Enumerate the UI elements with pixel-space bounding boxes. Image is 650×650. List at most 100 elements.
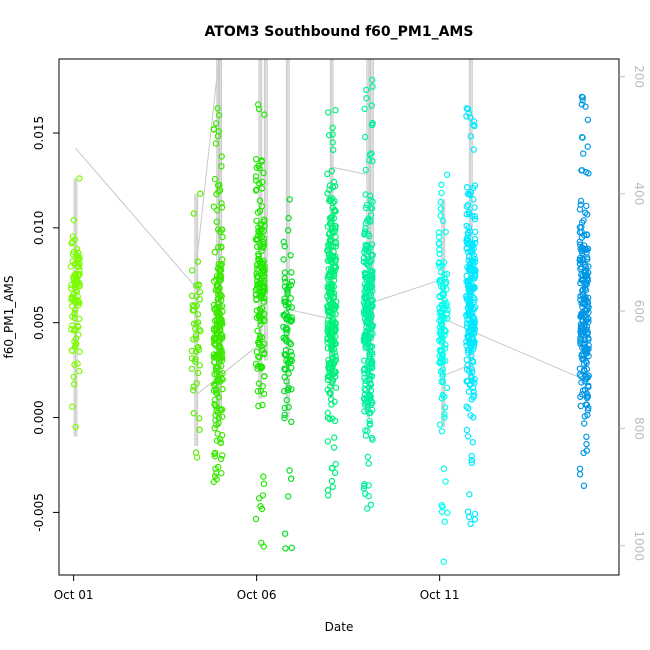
data-point bbox=[580, 150, 587, 157]
data-point bbox=[217, 455, 225, 463]
data-point bbox=[369, 351, 376, 358]
data-point bbox=[192, 348, 200, 355]
data-point bbox=[261, 277, 268, 284]
data-point bbox=[255, 380, 263, 387]
data-point bbox=[435, 233, 443, 241]
data-point bbox=[330, 293, 338, 300]
data-point bbox=[256, 354, 263, 361]
y-tick-label: -0.005 bbox=[32, 493, 46, 532]
data-point bbox=[441, 332, 448, 339]
data-point bbox=[70, 373, 77, 381]
data-point bbox=[369, 296, 376, 303]
data-point bbox=[332, 257, 339, 265]
data-point bbox=[464, 433, 472, 440]
data-point bbox=[324, 302, 332, 310]
data-point bbox=[261, 111, 268, 118]
data-point bbox=[75, 270, 82, 278]
data-point bbox=[367, 364, 374, 371]
data-point bbox=[367, 393, 374, 400]
data-point bbox=[260, 390, 268, 398]
data-point bbox=[463, 356, 470, 363]
data-point bbox=[258, 247, 265, 255]
data-point bbox=[442, 478, 449, 485]
data-point bbox=[436, 323, 444, 331]
data-point bbox=[331, 182, 339, 190]
y-tick-label: 0.015 bbox=[32, 116, 46, 150]
data-point bbox=[368, 269, 376, 276]
data-point bbox=[580, 259, 587, 266]
data-point bbox=[254, 327, 261, 334]
data-point bbox=[436, 250, 443, 257]
data-point bbox=[463, 203, 470, 210]
data-point bbox=[260, 473, 267, 480]
data-point bbox=[583, 350, 591, 357]
data-point bbox=[438, 181, 445, 188]
data-point bbox=[288, 269, 295, 276]
data-point bbox=[439, 503, 446, 511]
data-point bbox=[256, 292, 263, 299]
data-point bbox=[215, 419, 222, 427]
data-point bbox=[329, 139, 336, 146]
data-point bbox=[76, 348, 83, 355]
data-point bbox=[281, 243, 288, 250]
data-point bbox=[584, 254, 591, 261]
data-point bbox=[260, 169, 267, 177]
data-point bbox=[281, 351, 288, 358]
data-point bbox=[577, 241, 584, 248]
data-point bbox=[584, 302, 591, 310]
data-point bbox=[212, 389, 220, 396]
x-axis: Oct 01 Oct 06 Oct 11 bbox=[54, 575, 460, 602]
data-point bbox=[331, 357, 338, 364]
data-point bbox=[437, 327, 445, 334]
data-point bbox=[282, 347, 290, 354]
data-point bbox=[361, 333, 369, 340]
data-point bbox=[361, 231, 368, 238]
data-point bbox=[439, 217, 447, 225]
data-point bbox=[466, 303, 473, 310]
data-point bbox=[328, 477, 336, 485]
data-point bbox=[74, 249, 82, 256]
data-point bbox=[324, 487, 332, 494]
data-point bbox=[283, 324, 290, 331]
data-point bbox=[283, 378, 290, 385]
data-point bbox=[259, 178, 266, 186]
data-point bbox=[361, 391, 369, 398]
data-point bbox=[368, 150, 375, 157]
data-point bbox=[365, 358, 372, 365]
data-point bbox=[286, 467, 293, 474]
data-point bbox=[216, 436, 224, 443]
data-point bbox=[328, 346, 335, 353]
data-point bbox=[288, 317, 296, 324]
data-point bbox=[465, 109, 472, 117]
data-point bbox=[584, 374, 591, 381]
data-point bbox=[584, 299, 592, 306]
data-point bbox=[285, 370, 292, 377]
data-point bbox=[362, 304, 370, 312]
data-point bbox=[259, 244, 267, 251]
data-point bbox=[463, 338, 470, 345]
data-point bbox=[463, 378, 470, 385]
data-point bbox=[466, 260, 474, 267]
data-point bbox=[365, 315, 372, 322]
data-point bbox=[190, 336, 197, 343]
data-point bbox=[254, 243, 261, 250]
data-point bbox=[438, 395, 446, 402]
data-point bbox=[581, 420, 588, 427]
data-point bbox=[332, 384, 340, 391]
y-axis-label: f60_PM1_AMS bbox=[2, 276, 16, 359]
data-point bbox=[190, 210, 197, 217]
data-point bbox=[585, 318, 592, 326]
data-point bbox=[469, 249, 476, 256]
data-point bbox=[437, 368, 445, 375]
data-point bbox=[368, 321, 375, 328]
data-point bbox=[325, 330, 332, 337]
data-point bbox=[365, 460, 372, 467]
data-point bbox=[324, 409, 331, 417]
data-point bbox=[585, 263, 592, 270]
data-point bbox=[283, 396, 290, 404]
data-point bbox=[439, 391, 446, 399]
data-point bbox=[441, 518, 448, 525]
data-point bbox=[441, 414, 448, 421]
data-point bbox=[188, 267, 196, 274]
y-axis: -0.005 0.000 0.005 0.010 0.015 bbox=[32, 116, 59, 532]
